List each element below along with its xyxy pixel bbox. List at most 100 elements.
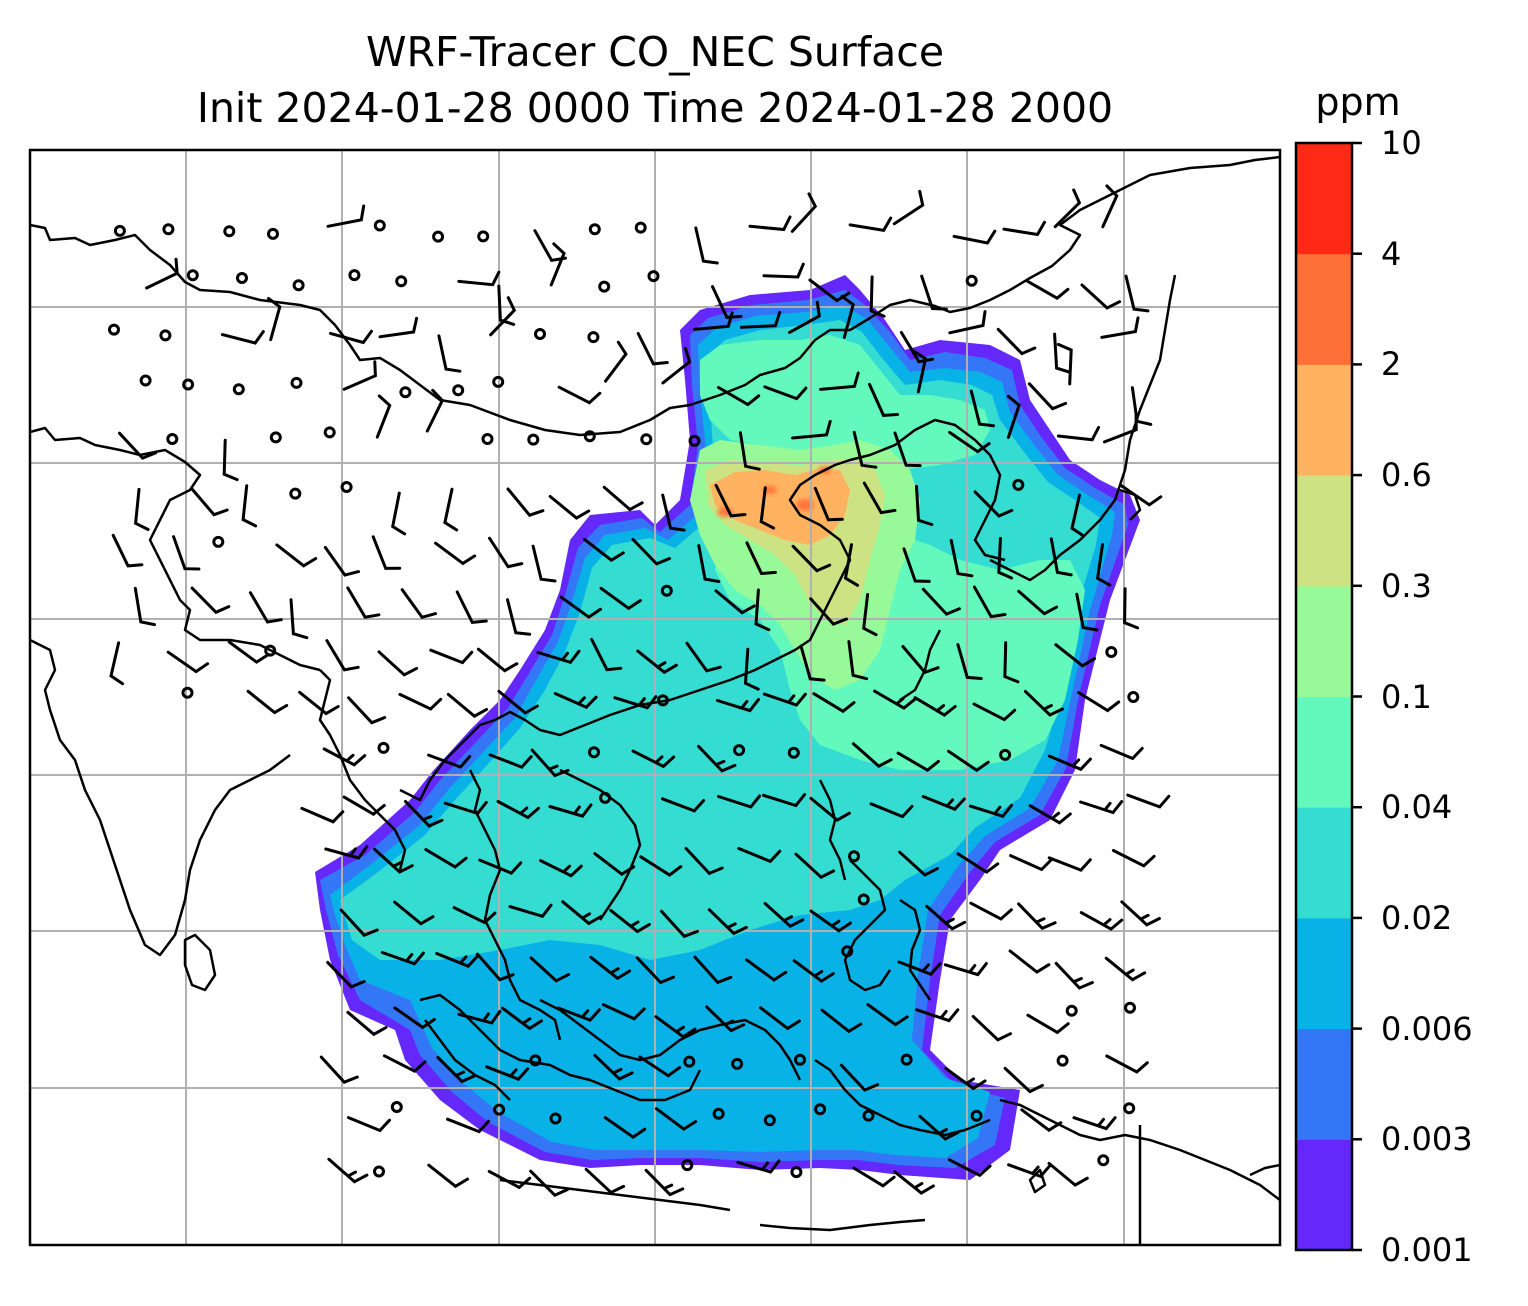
- wind-barb: [435, 952, 480, 968]
- wind-barb: [948, 310, 987, 335]
- wind-barb: [118, 431, 158, 460]
- wind-barb: [654, 1015, 697, 1039]
- wind-barb: [391, 491, 407, 536]
- wind-barb: [893, 1170, 935, 1195]
- wind-barb: [898, 850, 939, 877]
- calm-wind-circle: [640, 433, 653, 446]
- wind-barb: [455, 590, 488, 624]
- wind-barb: [557, 385, 602, 405]
- wind-barb: [714, 483, 747, 518]
- wind-barb: [319, 1055, 359, 1084]
- calm-wind-circle: [292, 279, 305, 292]
- calm-wind-circle: [634, 221, 647, 234]
- wind-barb: [1007, 1163, 1052, 1179]
- wind-barb: [717, 794, 762, 809]
- wind-barb: [553, 692, 598, 709]
- wind-barb: [852, 1166, 896, 1188]
- wind-barb: [921, 587, 961, 616]
- wind-barb: [109, 641, 125, 686]
- wind-barb: [791, 544, 832, 573]
- wind-barb: [134, 487, 150, 531]
- wind-barb: [873, 689, 917, 710]
- calm-wind-markers: [108, 219, 1140, 1179]
- calm-wind-circle: [1127, 691, 1140, 703]
- wind-barb: [791, 419, 832, 440]
- wind-barb: [820, 1008, 863, 1034]
- calm-wind-circle: [323, 426, 336, 439]
- colorbar-tick-label: 0.3: [1381, 566, 1432, 605]
- wind-barb: [738, 431, 761, 471]
- wind-barb: [697, 544, 721, 583]
- wind-barb: [227, 640, 270, 664]
- colorbar-tick-label: 0.001: [1381, 1231, 1473, 1269]
- wind-barb: [1103, 414, 1138, 444]
- calm-wind-circle: [1123, 1102, 1136, 1115]
- calm-wind-circle: [166, 433, 179, 445]
- wind-barb: [918, 1114, 960, 1141]
- calm-wind-circle: [857, 893, 870, 906]
- map-gridlines: [30, 150, 1280, 1245]
- wind-barb: [869, 802, 914, 819]
- wind-barb: [589, 955, 632, 981]
- calm-wind-circle: [527, 433, 540, 446]
- wind-barb: [762, 262, 805, 279]
- wind-barb: [1104, 956, 1147, 982]
- wind-barb: [952, 229, 997, 245]
- calm-wind-circle: [212, 535, 225, 548]
- wind-barb: [323, 545, 360, 577]
- wind-barb: [457, 270, 501, 287]
- colorbar-tick-label: 4: [1381, 234, 1402, 273]
- wind-barb: [398, 692, 443, 711]
- calm-wind-circle: [181, 686, 194, 699]
- wind-barb: [593, 1053, 634, 1081]
- wind-barb: [329, 329, 373, 345]
- wind-barb: [1026, 279, 1070, 301]
- wind-barb: [920, 274, 948, 311]
- wind-barb: [684, 847, 724, 876]
- wind-barbs: [109, 184, 1171, 1197]
- calm-wind-circle: [814, 1103, 827, 1116]
- wind-barb: [862, 593, 878, 637]
- wind-barb: [530, 748, 570, 778]
- wind-barb: [1080, 283, 1122, 310]
- calm-wind-circle: [492, 375, 505, 388]
- wind-barb: [220, 330, 265, 345]
- wind-barb: [972, 585, 1007, 619]
- wind-barb: [913, 696, 957, 717]
- wind-barb: [347, 696, 387, 725]
- calm-wind-circle: [348, 269, 361, 282]
- wind-barb: [478, 858, 523, 875]
- wind-barb: [339, 908, 379, 937]
- wind-barb: [602, 485, 644, 512]
- wind-barb: [342, 795, 386, 817]
- wind-barb: [1020, 1108, 1063, 1133]
- colorbar-band-1: [1296, 1028, 1352, 1140]
- wind-barb: [1023, 689, 1064, 717]
- wind-barb: [1079, 800, 1124, 815]
- wind-barb: [556, 1006, 601, 1022]
- wind-barb: [748, 215, 792, 232]
- wind-barb: [636, 332, 669, 366]
- wind-barb: [1079, 911, 1124, 931]
- wind-barb: [429, 648, 474, 665]
- wind-barb: [488, 753, 533, 769]
- wind-barb: [1008, 949, 1051, 974]
- wind-barb: [443, 800, 488, 816]
- wind-barb: [506, 598, 532, 636]
- wind-barb: [754, 588, 771, 632]
- wind-barb: [298, 690, 340, 716]
- wind-barb: [424, 848, 468, 869]
- calm-wind-circle: [493, 1103, 506, 1116]
- calm-wind-circle: [267, 227, 279, 240]
- wind-barb: [969, 389, 995, 428]
- wind-barb: [763, 902, 805, 929]
- wind-barb: [851, 742, 893, 769]
- wind-barb: [190, 586, 231, 615]
- wind-barb: [762, 793, 807, 808]
- colorbar-band-0: [1296, 1139, 1352, 1251]
- wind-barb: [1075, 592, 1099, 632]
- wind-barb: [848, 216, 893, 232]
- wind-barb: [809, 796, 851, 822]
- wind-barb: [635, 956, 675, 985]
- wind-barb: [949, 538, 974, 578]
